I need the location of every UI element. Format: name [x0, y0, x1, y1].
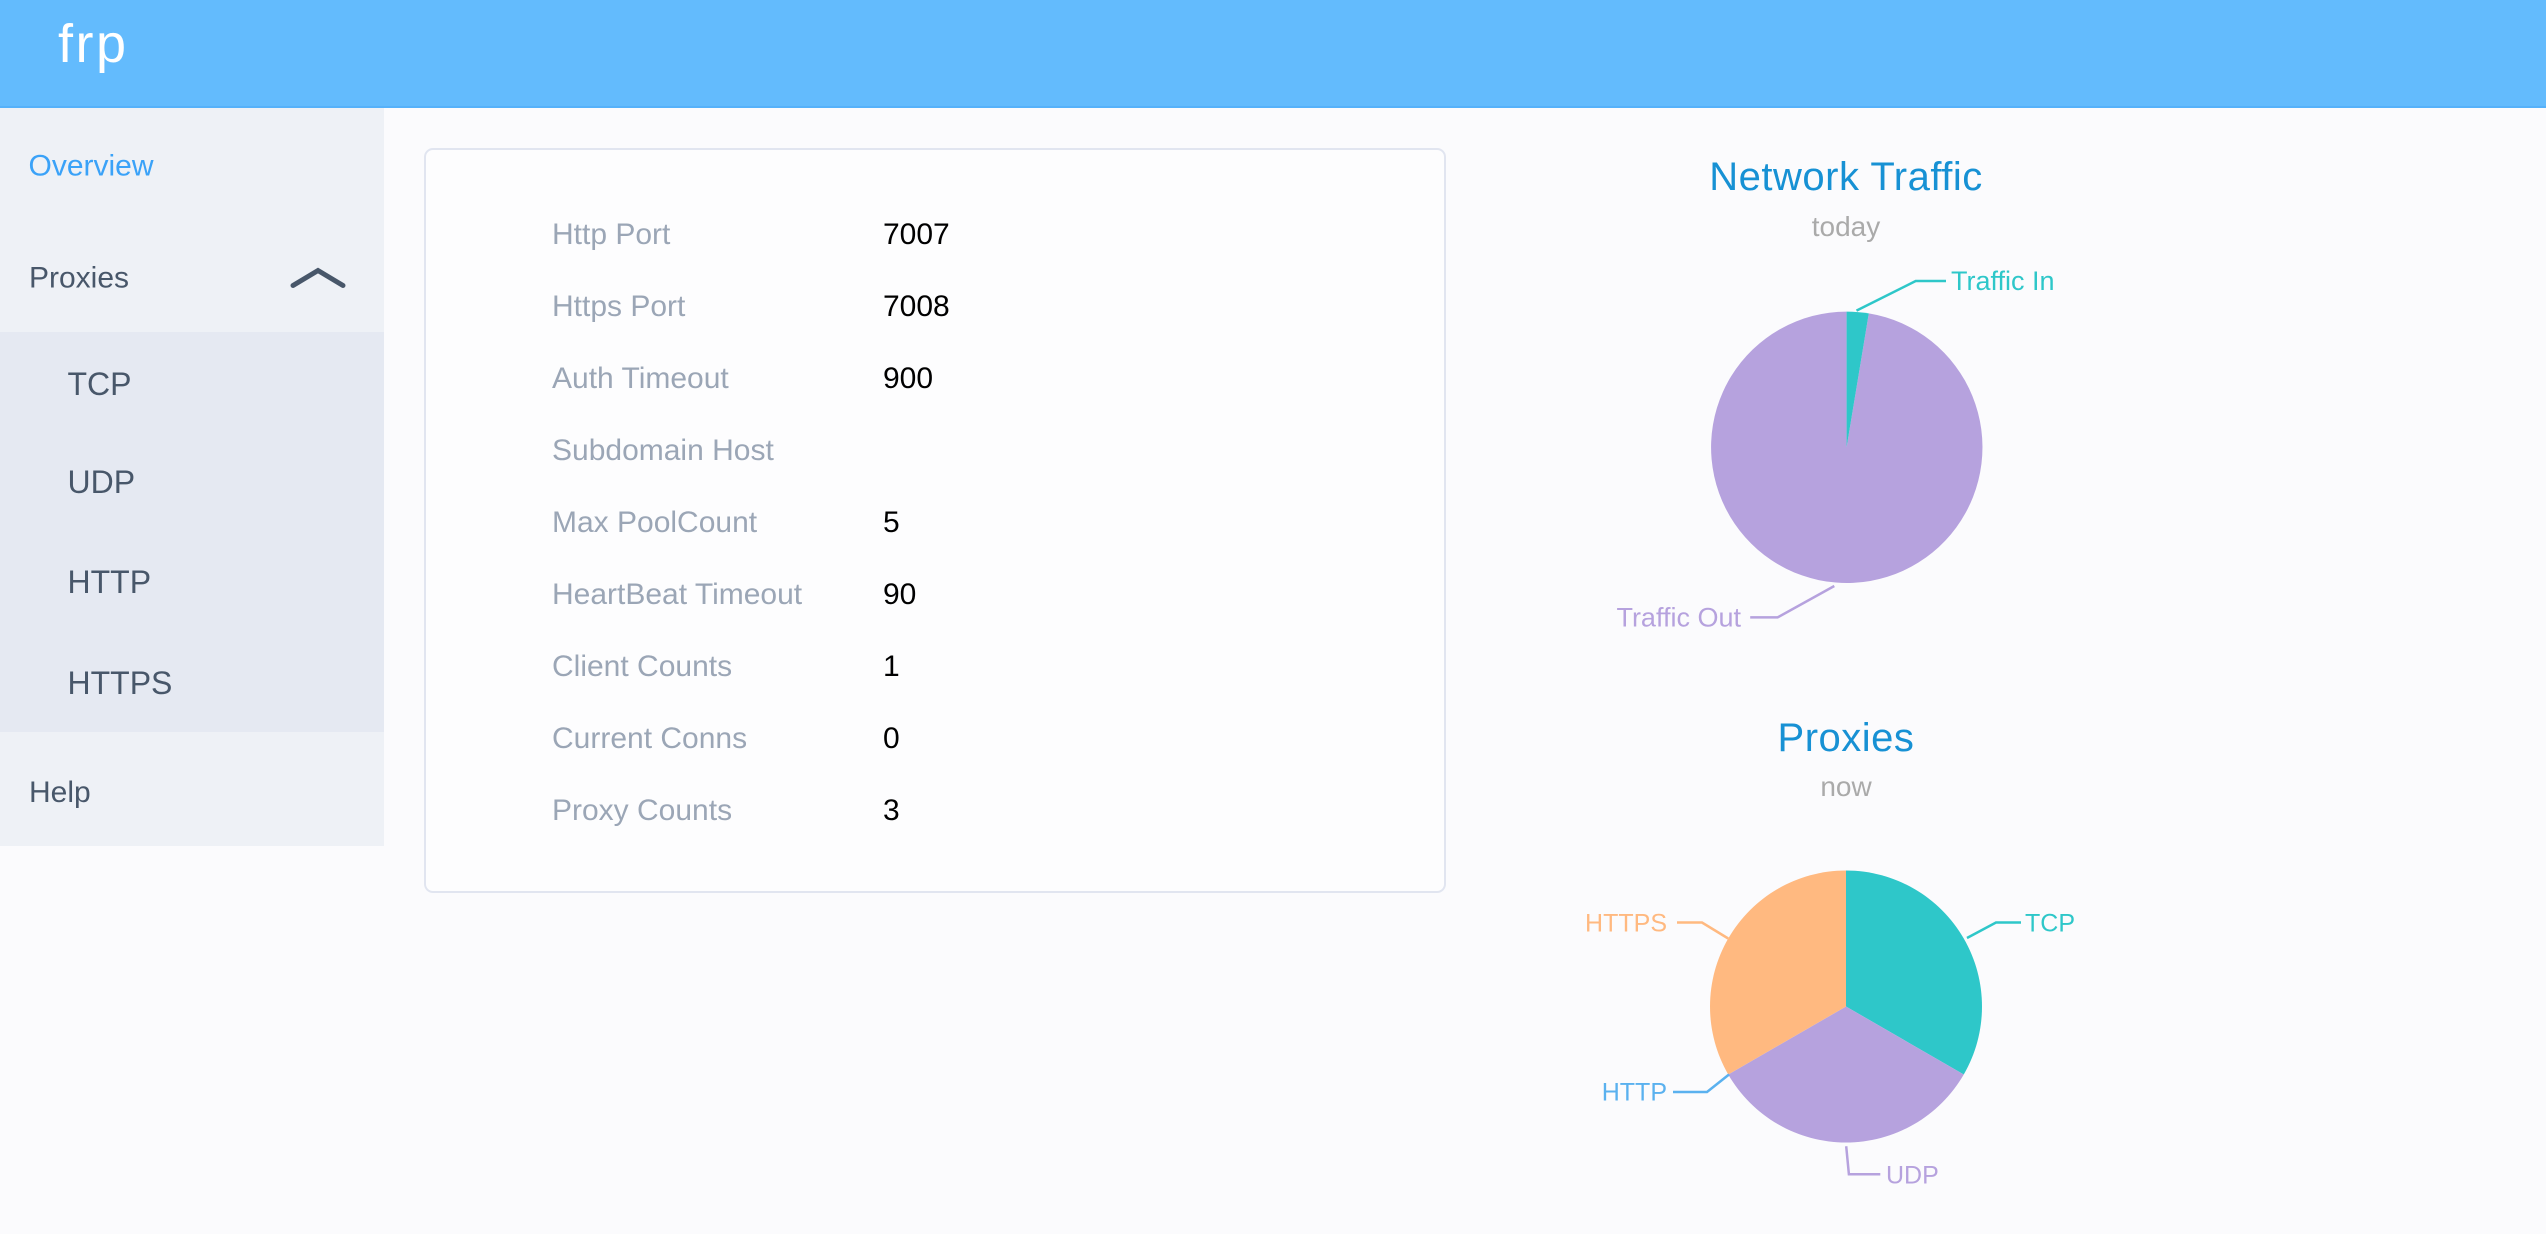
- svg-text:Subdomain Host: Subdomain Host: [552, 434, 774, 467]
- svg-text:0: 0: [883, 722, 900, 755]
- svg-text:Proxy Counts: Proxy Counts: [552, 794, 732, 827]
- svg-text:HTTPS: HTTPS: [1585, 910, 1667, 938]
- svg-text:HTTP: HTTP: [68, 564, 152, 600]
- svg-text:Client Counts: Client Counts: [552, 650, 732, 683]
- svg-text:UDP: UDP: [1886, 1162, 1939, 1190]
- svg-text:1: 1: [883, 650, 900, 683]
- svg-text:frp: frp: [58, 14, 129, 74]
- svg-text:Current Conns: Current Conns: [552, 722, 747, 755]
- svg-text:HeartBeat Timeout: HeartBeat Timeout: [552, 578, 803, 611]
- svg-text:Http Port: Http Port: [552, 218, 671, 251]
- svg-text:Https Port: Https Port: [552, 290, 686, 323]
- svg-text:7008: 7008: [883, 290, 950, 323]
- svg-text:Traffic Out: Traffic Out: [1616, 603, 1741, 633]
- svg-text:Traffic In: Traffic In: [1951, 266, 2055, 296]
- svg-text:Help: Help: [29, 776, 91, 809]
- svg-text:7007: 7007: [883, 218, 950, 251]
- svg-text:Network Traffic: Network Traffic: [1709, 155, 1983, 199]
- svg-text:900: 900: [883, 362, 933, 395]
- svg-text:HTTP: HTTP: [1602, 1079, 1667, 1107]
- svg-text:TCP: TCP: [2025, 910, 2075, 938]
- svg-text:Proxies: Proxies: [1778, 716, 1915, 760]
- svg-text:Proxies: Proxies: [29, 262, 129, 295]
- svg-text:now: now: [1820, 771, 1872, 802]
- svg-text:3: 3: [883, 794, 900, 827]
- svg-text:90: 90: [883, 578, 916, 611]
- svg-text:today: today: [1812, 211, 1881, 242]
- svg-text:UDP: UDP: [68, 464, 136, 500]
- svg-text:Auth Timeout: Auth Timeout: [552, 362, 729, 395]
- svg-text:5: 5: [883, 506, 900, 539]
- svg-text:Overview: Overview: [29, 150, 154, 183]
- svg-text:Max PoolCount: Max PoolCount: [552, 506, 758, 539]
- svg-text:TCP: TCP: [68, 366, 132, 402]
- svg-text:HTTPS: HTTPS: [68, 665, 173, 701]
